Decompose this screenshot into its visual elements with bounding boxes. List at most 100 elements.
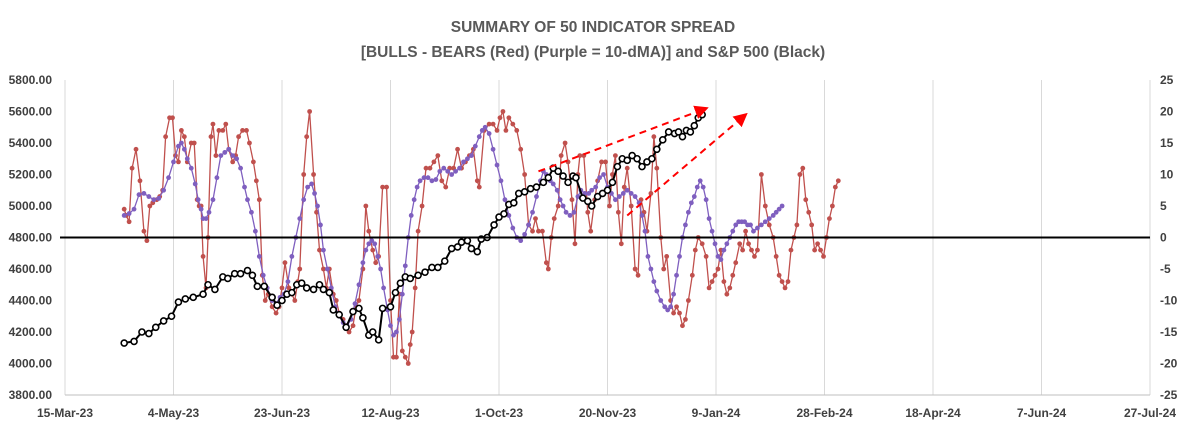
spread-ma-purple-point [141, 191, 147, 196]
sp500-point [539, 178, 548, 187]
spread-red-point [821, 254, 826, 259]
sp500-point [467, 244, 476, 253]
sp500-point [391, 288, 400, 297]
spread-ma-purple-point [372, 241, 378, 247]
spread-red-point [181, 134, 187, 140]
data-series [120, 109, 841, 366]
spread-red-point [685, 298, 691, 303]
spread-ma-purple-point [648, 266, 654, 272]
spread-ma-purple-point [356, 282, 362, 288]
sp500-point [319, 285, 328, 294]
spread-ma-purple-point [563, 209, 569, 215]
spread-ma-purple-point [685, 209, 691, 215]
spread-red-point [743, 228, 748, 234]
spread-ma-purple-point [465, 156, 470, 162]
spread-ma-purple-point [472, 143, 478, 149]
sp500-point [447, 244, 456, 253]
spread-red-point [256, 197, 262, 203]
spread-red-point [628, 203, 634, 209]
right-tick-label: 15 [1160, 136, 1174, 150]
sp500-point [421, 268, 429, 276]
spread-ma-purple-point [226, 146, 232, 152]
spread-ma-purple-point [671, 291, 676, 297]
spread-red-point [815, 241, 820, 247]
left-tick-label: 5600.00 [9, 105, 53, 119]
sp500-point [509, 199, 518, 207]
sp500-point [526, 184, 535, 193]
spread-ma-purple-point [571, 209, 577, 215]
sp500-point [368, 328, 377, 336]
spread-ma-purple-point [421, 175, 427, 181]
spread-red-point [370, 247, 376, 253]
sp500-point [386, 302, 395, 311]
spread-red-point [782, 285, 788, 291]
spread-ma-purple-point [683, 222, 688, 228]
x-tick-label: 20-Nov-23 [579, 406, 637, 420]
spread-red-point [607, 203, 612, 209]
spread-red-point [282, 260, 288, 266]
spread-red-point [733, 260, 739, 266]
spread-red-point [635, 272, 641, 278]
spread-ma-purple-point [639, 213, 645, 218]
spread-red-point [624, 165, 630, 171]
spread-red-point [250, 159, 256, 165]
spread-ma-purple-point [192, 181, 198, 187]
spread-ma-purple-point [222, 150, 228, 155]
spread-red-point [545, 266, 551, 272]
spread-ma-purple-point [597, 175, 603, 181]
left-tick-label: 5400.00 [9, 136, 53, 150]
spread-red-point [766, 222, 772, 228]
sp500-point [243, 266, 252, 275]
spread-red-point [435, 153, 441, 159]
spread-red-point [208, 134, 214, 140]
x-tick-label: 12-Aug-23 [361, 406, 419, 420]
spread-ma-purple-point [181, 146, 187, 152]
spread-red-point [692, 247, 698, 253]
spread-ma-purple-point [612, 197, 618, 203]
sp500-point [199, 290, 207, 299]
spread-red-point [240, 127, 245, 133]
right-tick-label: -5 [1160, 262, 1171, 276]
right-axis-tick-labels: -25 -20 -15 -10 -5 0 5 10 15 20 25 [1160, 73, 1178, 402]
left-axis-tick-labels: 3800.00 4000.00 4200.00 4400.00 4600.00 4800.… [9, 73, 53, 402]
spread-red-point [191, 140, 197, 146]
spread-red-point [588, 228, 594, 234]
left-tick-label: 5800.00 [9, 73, 53, 87]
spread-ma-purple-point [677, 254, 682, 259]
spread-red-point [141, 228, 147, 234]
spread-ma-purple-point [256, 254, 262, 259]
left-tick-label: 4200.00 [9, 325, 53, 339]
left-tick-label: 3800.00 [9, 388, 53, 402]
chart-title: SUMMARY OF 50 INDICATOR SPREAD [451, 19, 736, 36]
spread-ma-purple-point [184, 156, 190, 162]
left-tick-label: 5000.00 [9, 199, 53, 213]
spread-red-point [671, 310, 676, 316]
right-tick-label: 25 [1160, 73, 1174, 87]
sp500-point [181, 295, 190, 303]
sp500-point [406, 274, 415, 283]
spread-ma-purple-point [510, 225, 516, 231]
spread-ma-purple-point [437, 168, 443, 174]
spread-ma-purple-point [658, 298, 664, 303]
spread-ma-purple-point [733, 222, 739, 228]
spread-ma-purple-point [703, 197, 709, 203]
spread-red-point [405, 361, 411, 366]
spread-red-point [514, 127, 520, 133]
spread-ma-purple-point [700, 184, 706, 190]
spread-red-point [806, 209, 812, 215]
spread-ma-purple-point [486, 131, 492, 136]
spread-red-point [706, 285, 712, 291]
x-tick-label: 15-Mar-23 [37, 406, 93, 420]
spread-red-point [677, 310, 682, 316]
spread-red-point [321, 266, 326, 272]
spread-red-point [835, 178, 841, 184]
left-tick-label: 4600.00 [9, 262, 53, 276]
spread-red-point [356, 298, 362, 303]
sp500-point [211, 285, 219, 294]
spread-red-point [680, 323, 685, 329]
sp500-point [658, 136, 667, 144]
spread-red-point [297, 266, 303, 272]
spread-red-point [409, 329, 415, 335]
spread-red-point [216, 127, 222, 133]
